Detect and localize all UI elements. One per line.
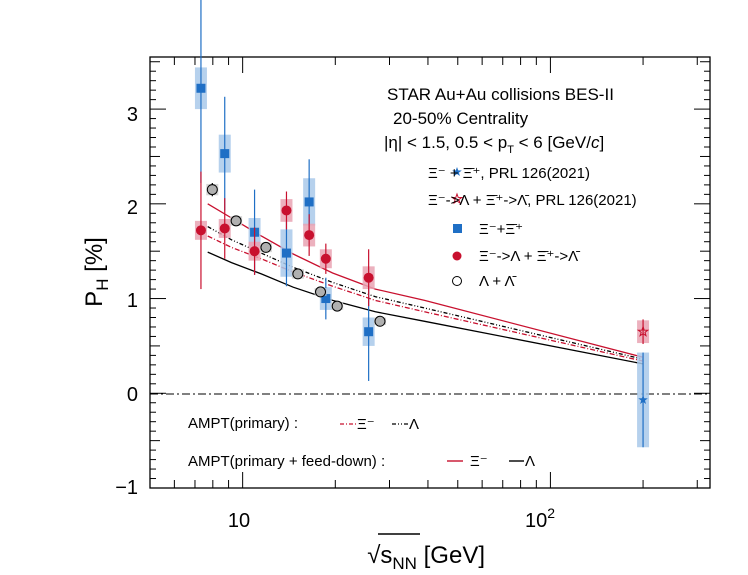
point-xi xyxy=(304,197,314,207)
y-axis-p: P xyxy=(81,291,108,307)
x-axis-root: √ xyxy=(367,542,381,569)
legend-marker-prl-xi xyxy=(452,167,462,176)
legend-label-prl-feed: Ξ⁻->Λ + Ξ̄⁺->Λ̄, PRL 126(2021) xyxy=(428,192,637,209)
y-axis-label: PH [%] xyxy=(81,237,112,307)
y-tick-labels: −1 0 1 2 3 xyxy=(115,104,138,499)
x-tick-base: 10 xyxy=(525,510,547,532)
ampt-feed-lambda-label: Λ xyxy=(525,453,535,470)
point-xi xyxy=(281,248,291,258)
legend-marker-lambda xyxy=(452,276,462,286)
x-axis-sub: NN xyxy=(392,554,417,573)
cuts-c: c xyxy=(591,133,600,152)
curve xyxy=(207,226,644,360)
y-axis-sub: H xyxy=(93,279,112,291)
point-lambda xyxy=(374,315,386,327)
cuts-tail: < 6 [GeV/ xyxy=(514,133,591,152)
point-lambda xyxy=(331,300,343,312)
legend-label-prl-xi: Ξ⁻ + Ξ̄⁺, PRL 126(2021) xyxy=(428,165,590,182)
curve xyxy=(207,251,644,365)
point-lambda xyxy=(315,286,327,298)
ampt-feed-label: AMPT(primary + feed-down) : xyxy=(188,453,385,470)
y-tick-label: 3 xyxy=(127,104,138,126)
x-axis-unit: [GeV] xyxy=(417,542,485,569)
point-prl-xi xyxy=(638,394,648,404)
point-lambda xyxy=(230,215,242,227)
point-lambda xyxy=(292,268,304,280)
x-tick-label-100: 102 xyxy=(525,505,555,532)
ampt-feed-xi-label: Ξ⁻ xyxy=(470,453,488,470)
ampt-primary-label: AMPT(primary) : xyxy=(188,415,298,432)
point-lambda xyxy=(260,241,272,253)
x-axis-label: √sNN [GeV] xyxy=(367,542,485,573)
legend-label-feed: Ξ⁻->Λ + Ξ̄⁺->Λ̄ xyxy=(479,248,580,265)
point-xi xyxy=(220,149,230,159)
ampt-primary-xi-label: Ξ⁻ xyxy=(357,416,375,433)
y-tick-label: 1 xyxy=(127,290,138,312)
point-lambda xyxy=(206,184,218,196)
data-points xyxy=(194,0,650,448)
cuts-sub: T xyxy=(507,144,514,156)
axis-ticks xyxy=(149,57,710,489)
legend-label-xi: Ξ⁻+Ξ̄⁺ xyxy=(479,221,523,238)
point-feed xyxy=(320,253,331,264)
y-axis-unit: [%] xyxy=(81,237,108,278)
cuts-end: ] xyxy=(599,133,604,152)
point-xi xyxy=(321,294,331,304)
annotation-experiment: STAR Au+Au collisions BES-II xyxy=(387,85,614,104)
y-tick-label: 0 xyxy=(127,384,138,406)
ampt-curves xyxy=(207,203,644,365)
point-feed xyxy=(195,225,206,236)
point-prl-feed xyxy=(636,325,650,337)
point-feed xyxy=(249,246,260,257)
y-tick-label: 2 xyxy=(127,197,138,219)
legend: Ξ⁻ + Ξ̄⁺, PRL 126(2021) Ξ⁻->Λ + Ξ̄⁺->Λ̄,… xyxy=(428,165,637,290)
point-feed xyxy=(304,230,315,241)
legend-label-lambda: Λ + Λ̄ xyxy=(479,273,516,290)
x-axis-s: s xyxy=(380,542,392,569)
plot-frame xyxy=(149,56,711,489)
point-feed xyxy=(363,272,374,283)
point-xi xyxy=(364,327,374,337)
y-tick-label: −1 xyxy=(115,477,138,499)
legend-marker-feed xyxy=(452,251,462,261)
curve xyxy=(207,235,644,362)
point-xi xyxy=(196,83,206,93)
x-tick-label-10: 10 xyxy=(228,510,250,532)
cuts-main: |η| < 1.5, 0.5 < p xyxy=(384,133,507,152)
point-feed xyxy=(219,223,230,234)
legend-marker-xi xyxy=(453,224,462,233)
ampt-legend: AMPT(primary) : Ξ⁻ Λ AMPT(primary + feed… xyxy=(188,415,535,470)
legend-marker-prl-feed xyxy=(450,192,464,205)
annotation-centrality: 20-50% Centrality xyxy=(393,109,529,128)
x-tick-exponent: 2 xyxy=(547,505,555,521)
curve xyxy=(207,203,644,358)
ampt-primary-lambda-label: Λ xyxy=(409,416,419,433)
point-feed xyxy=(281,205,292,216)
annotation-cuts: |η| < 1.5, 0.5 < pT < 6 [GeV/c] xyxy=(384,133,604,156)
